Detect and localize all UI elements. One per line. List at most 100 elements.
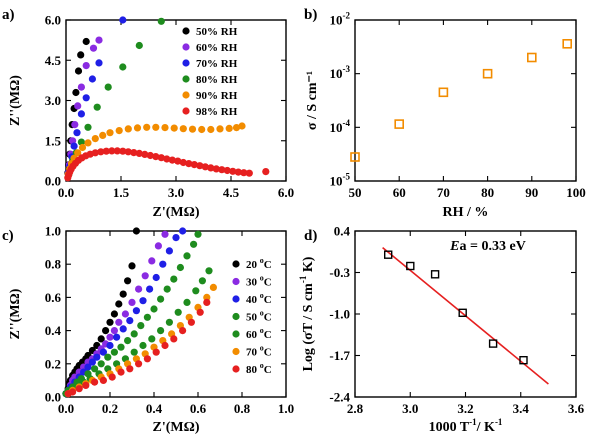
- y-tick-base: 10: [330, 120, 343, 135]
- y-tick-label: -1.0: [329, 307, 350, 322]
- data-point-98rh: [234, 168, 242, 176]
- data-point-50c: [183, 252, 191, 260]
- data-point-40c: [119, 325, 127, 333]
- x-tick-label: 0.6: [190, 401, 207, 416]
- data-point-98rh: [190, 161, 198, 169]
- data-point-90rh: [84, 139, 92, 147]
- activation-energy-annotation: Ea = 0.33 eV: [449, 239, 526, 254]
- data-point-50c: [124, 337, 132, 345]
- data-point-30c: [121, 310, 129, 318]
- data-point-60rh: [82, 62, 90, 70]
- data-point-90rh: [143, 123, 151, 131]
- y-tick-exponent: -5: [343, 172, 351, 182]
- x-axis-title: Z'(MΩ): [153, 420, 200, 435]
- data-point-90rh: [115, 127, 123, 135]
- data-point-98rh: [218, 166, 226, 174]
- y-tick-base: 10: [330, 13, 343, 28]
- legend-label: 70 oC: [246, 344, 272, 359]
- data-point-50c: [130, 330, 138, 338]
- annotation-value: a = 0.33 eV: [460, 239, 526, 254]
- annotation-symbol: E: [449, 239, 459, 254]
- data-point-30c: [128, 298, 136, 306]
- legend-label: 50% RH: [196, 26, 238, 38]
- data-point-98rh: [141, 150, 149, 158]
- data-point-70rh: [77, 110, 85, 118]
- data-point-30c: [161, 230, 169, 238]
- legend-label: 80% RH: [196, 74, 238, 86]
- data-point-70rh: [88, 75, 96, 83]
- legend-temp-value: 40: [246, 294, 258, 306]
- y-tick-label: 0.0: [45, 174, 61, 189]
- data-point-98rh: [97, 148, 105, 156]
- x-title-mid: / K: [476, 420, 495, 435]
- data-point-98rh: [102, 147, 110, 155]
- y-tick-label: 0.4: [334, 224, 351, 239]
- data-point-80c: [126, 365, 134, 373]
- legend-marker: [232, 347, 240, 356]
- data-point-70rh: [82, 94, 90, 102]
- data-point-square: [482, 68, 493, 79]
- x-tick-label: 90: [525, 185, 538, 200]
- x-tick-label: 1.5: [113, 185, 130, 200]
- data-point-20c: [124, 277, 132, 285]
- legend-marker: [182, 43, 190, 51]
- data-point-60rh: [95, 36, 103, 44]
- data-point-50rh: [72, 88, 80, 97]
- data-point-90rh: [216, 125, 224, 133]
- data-point-98rh: [179, 158, 187, 167]
- data-point-40c: [139, 297, 147, 305]
- data-point-98rh: [146, 151, 154, 160]
- data-point-70c: [209, 283, 217, 291]
- data-point-40c: [126, 317, 134, 325]
- data-point-40c: [113, 333, 121, 341]
- data-point-50c: [91, 365, 99, 373]
- y-tick-label: 6.0: [45, 13, 61, 28]
- y-tick-label: -1.7: [329, 348, 350, 363]
- data-point-80c: [91, 378, 99, 386]
- legend-label: 70% RH: [196, 58, 238, 70]
- data-point-80c: [135, 360, 143, 368]
- data-point-30c: [106, 333, 114, 341]
- data-point-90rh: [74, 149, 82, 157]
- data-point-50c: [190, 240, 198, 248]
- x-tick-label: 3.6: [568, 401, 585, 416]
- x-tick-label: 0.0: [58, 401, 74, 416]
- y-axis-title: Z''(MΩ): [8, 75, 23, 126]
- legend-marker: [182, 27, 190, 35]
- data-point-20c: [97, 335, 105, 343]
- legend-label: 20 oC: [246, 256, 272, 271]
- x-axis-title: 1000 T-1/ K-1: [429, 417, 503, 435]
- data-point-98rh: [229, 167, 237, 175]
- data-point-90rh: [161, 124, 169, 132]
- y-tick-label: -0.3: [329, 265, 350, 280]
- data-point-98rh: [124, 148, 132, 156]
- data-point-20c: [110, 310, 118, 318]
- data-point-80rh: [77, 138, 85, 146]
- data-point-90rh: [106, 129, 114, 137]
- data-point-60c: [192, 287, 200, 295]
- data-point-square: [350, 152, 360, 162]
- legend-temp-value: 80: [246, 364, 258, 376]
- data-point-40c: [93, 353, 101, 361]
- data-point-60c: [183, 298, 191, 306]
- y-tick-label: 10-2: [330, 11, 351, 28]
- data-point-50rh: [82, 37, 90, 46]
- y-title-sup: -1: [298, 275, 308, 283]
- legend-marker: [182, 91, 190, 99]
- y-tick-label: 10-5: [330, 172, 351, 189]
- data-point-98rh: [262, 168, 270, 176]
- legend-degree: o: [260, 256, 264, 265]
- x-axis-title: Z'(MΩ): [153, 205, 200, 220]
- data-point-98rh: [135, 149, 143, 157]
- legend-unit: C: [264, 329, 272, 341]
- data-point-40c: [88, 358, 96, 366]
- data-point-80c: [170, 335, 178, 343]
- x-tick-label: 3.0: [402, 401, 418, 416]
- data-point-40c: [99, 348, 107, 356]
- legend-label: 60 oC: [246, 326, 272, 341]
- data-point-20c: [132, 227, 140, 235]
- data-point-50c: [117, 343, 125, 351]
- data-point-80rh: [104, 83, 112, 91]
- legend-temp-value: 30: [246, 277, 258, 289]
- panel-label: a): [2, 7, 15, 23]
